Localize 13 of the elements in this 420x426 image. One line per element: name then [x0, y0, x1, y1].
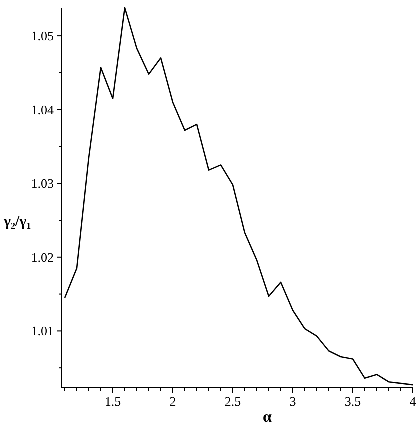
x-tick-label: 2 [170, 394, 176, 409]
y-tick-label: 1.05 [31, 28, 54, 44]
x-tick-label: 3 [290, 394, 296, 409]
y-tick-label: 1.04 [31, 102, 54, 118]
y-tick-label: 1.03 [31, 176, 54, 192]
x-tick-label: 4 [410, 394, 417, 409]
x-tick-label: 2.5 [224, 394, 242, 409]
x-tick-label: 1.5 [104, 394, 122, 409]
x-axis-title: α [263, 409, 272, 426]
y-tick-label: 1.01 [31, 324, 54, 339]
x-tick-label: 3.5 [344, 394, 362, 409]
y-tick-label: 1.02 [31, 250, 54, 265]
y-axis-title: γ₂/γ₁ [3, 214, 32, 230]
